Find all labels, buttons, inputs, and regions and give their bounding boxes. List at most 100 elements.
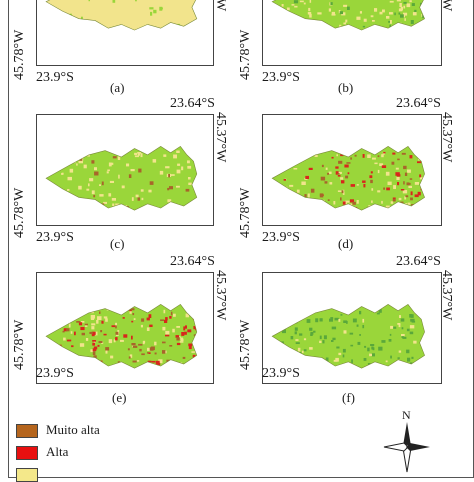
- land-class-patch: [281, 318, 286, 323]
- land-class-patch: [404, 18, 406, 21]
- land-class-patch: [401, 152, 406, 155]
- land-class-patch: [128, 174, 132, 178]
- land-class-patch: [63, 337, 66, 341]
- land-class-patch: [386, 16, 390, 19]
- land-class-patch: [281, 196, 285, 199]
- land-class-patch: [92, 351, 96, 355]
- land-class-patch: [288, 360, 292, 364]
- land-class-patch: [141, 353, 145, 356]
- land-class-patch: [150, 11, 153, 16]
- land-class-patch: [372, 347, 375, 351]
- land-class-patch: [61, 314, 64, 318]
- land-class-patch: [387, 181, 392, 185]
- land-class-patch: [414, 182, 419, 185]
- land-class-patch: [341, 180, 345, 184]
- land-class-patch: [92, 348, 97, 352]
- land-class-patch: [112, 156, 117, 159]
- land-class-patch: [306, 152, 309, 157]
- lon-left-f: 45.78°W: [238, 319, 253, 370]
- land-class-patch: [390, 325, 394, 329]
- land-class-patch: [382, 9, 385, 13]
- land-class-patch: [359, 310, 362, 315]
- land-class-patch: [196, 206, 197, 209]
- land-class-patch: [414, 194, 419, 198]
- land-class-patch: [93, 346, 98, 350]
- land-class-patch: [110, 162, 114, 165]
- region-outline: [45, 145, 198, 211]
- land-class-patch: [131, 335, 133, 340]
- lat-top-c: 23.64°S: [170, 96, 215, 111]
- land-class-patch: [115, 364, 120, 368]
- land-class-patch: [287, 25, 291, 27]
- land-class-patch: [153, 365, 157, 368]
- land-class-patch: [301, 350, 304, 354]
- lon-right-b: W: [439, 0, 454, 12]
- land-class-patch: [90, 365, 95, 368]
- land-class-patch: [92, 340, 96, 342]
- region-outline: [45, 303, 198, 369]
- land-class-patch: [303, 2, 306, 5]
- land-class-patch: [131, 343, 136, 346]
- land-class-patch: [428, 320, 431, 324]
- land-class-patch: [331, 326, 337, 330]
- land-class-patch: [307, 12, 312, 15]
- land-class-patch: [304, 194, 307, 198]
- land-class-patch: [153, 9, 157, 14]
- land-class-patch: [71, 25, 75, 28]
- land-class-patch: [407, 202, 411, 205]
- land-class-patch: [65, 316, 68, 320]
- land-class-patch: [342, 192, 345, 195]
- land-class-patch: [142, 341, 145, 345]
- land-class-patch: [389, 24, 391, 27]
- land-class-patch: [284, 149, 288, 152]
- land-class-patch: [338, 171, 342, 174]
- land-class-patch: [188, 24, 190, 27]
- land-class-patch: [403, 165, 407, 170]
- land-class-patch: [108, 339, 113, 344]
- land-class-patch: [327, 27, 332, 31]
- land-class-patch: [340, 197, 342, 201]
- land-class-patch: [335, 357, 339, 362]
- lon-right-a: W: [213, 0, 228, 12]
- lat-top-f: 23.64°S: [396, 254, 441, 269]
- land-class-patch: [385, 171, 390, 176]
- land-class-patch: [301, 359, 306, 364]
- land-class-patch: [91, 334, 95, 337]
- land-class-patch: [283, 179, 286, 181]
- land-class-patch: [327, 172, 330, 175]
- land-class-patch: [63, 351, 66, 353]
- land-class-patch: [364, 345, 367, 348]
- land-class-patch: [57, 348, 62, 353]
- lon-right-c: 45.37°W: [213, 112, 228, 163]
- land-class-patch: [329, 318, 333, 322]
- land-class-patch: [93, 341, 96, 344]
- land-class-patch: [324, 181, 328, 184]
- land-class-patch: [341, 12, 346, 16]
- land-class-patch: [350, 344, 354, 347]
- land-class-patch: [148, 352, 151, 354]
- land-class-patch: [80, 327, 85, 331]
- land-class-patch: [403, 14, 405, 18]
- land-class-patch: [99, 184, 101, 186]
- land-class-patch: [78, 322, 83, 326]
- land-class-patch: [402, 190, 408, 194]
- land-class-patch: [393, 185, 396, 189]
- land-class-patch: [103, 201, 107, 204]
- land-class-patch: [392, 152, 396, 155]
- land-class-patch: [398, 197, 402, 201]
- land-class-patch: [347, 6, 350, 10]
- land-class-patch: [343, 4, 348, 7]
- land-class-patch: [73, 358, 77, 361]
- land-class-patch: [163, 154, 167, 157]
- land-class-patch: [413, 340, 417, 344]
- land-class-patch: [113, 339, 116, 343]
- land-class-patch: [123, 334, 128, 338]
- land-class-patch: [54, 197, 58, 200]
- land-class-patch: [315, 318, 319, 323]
- land-class-patch: [394, 12, 396, 16]
- legend-label-alta: Alta: [46, 444, 69, 459]
- land-class-patch: [301, 360, 304, 364]
- land-class-patch: [333, 201, 336, 205]
- land-class-patch: [120, 339, 124, 342]
- land-class-patch: [86, 358, 91, 361]
